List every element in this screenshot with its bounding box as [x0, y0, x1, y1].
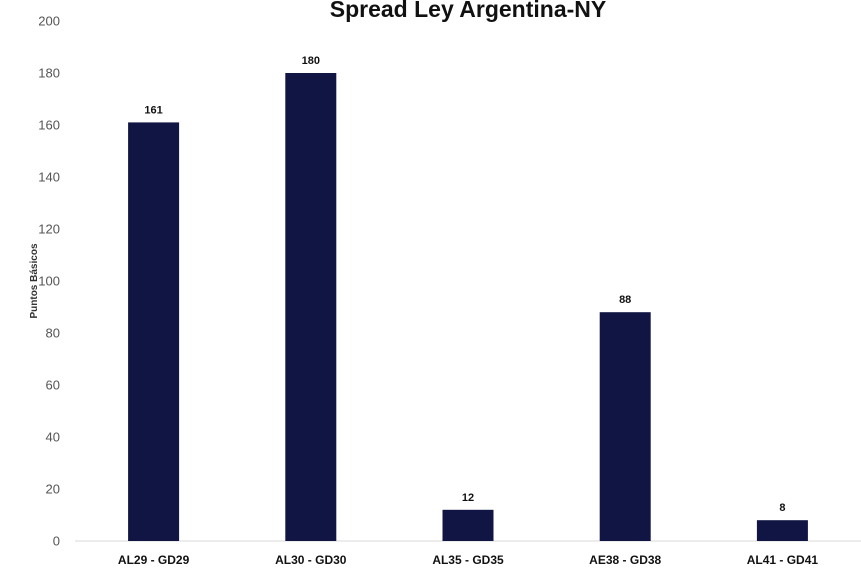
y-tick-label: 200 [38, 14, 60, 29]
bar [285, 73, 337, 541]
data-label: 180 [302, 55, 320, 67]
y-tick-label: 140 [38, 170, 60, 185]
x-tick-label: AL35 - GD35 [432, 553, 504, 567]
bars-group [128, 73, 808, 542]
y-tick-label: 180 [38, 66, 60, 81]
data-label: 8 [779, 502, 785, 514]
y-tick-label: 80 [46, 326, 60, 341]
y-tick-label: 40 [46, 430, 60, 445]
bar [442, 509, 494, 541]
y-tick-label: 100 [38, 274, 60, 289]
bar [756, 520, 808, 541]
data-label: 12 [462, 492, 474, 504]
y-axis-label: Puntos Básicos [29, 243, 40, 318]
y-tick-label: 0 [53, 534, 60, 549]
y-tick-label: 60 [46, 378, 60, 393]
bar [599, 312, 651, 541]
bar [128, 122, 180, 542]
y-axis-ticks: 0 20 40 60 80 100 120 140 160 180 200 [38, 14, 60, 549]
y-tick-label: 120 [38, 222, 60, 237]
x-tick-label: AL30 - GD30 [275, 553, 347, 567]
x-tick-label: AL41 - GD41 [747, 553, 819, 567]
data-label: 161 [144, 104, 162, 116]
x-tick-label: AE38 - GD38 [589, 553, 661, 567]
x-tick-label: AL29 - GD29 [118, 553, 190, 567]
chart-title: Spread Ley Argentina-NY [330, 0, 606, 22]
y-tick-label: 20 [46, 482, 60, 497]
x-axis-ticks: AL29 - GD29 AL30 - GD30 AL35 - GD35 AE38 - … [118, 553, 818, 567]
y-tick-label: 160 [38, 118, 60, 133]
data-label: 88 [619, 294, 631, 306]
